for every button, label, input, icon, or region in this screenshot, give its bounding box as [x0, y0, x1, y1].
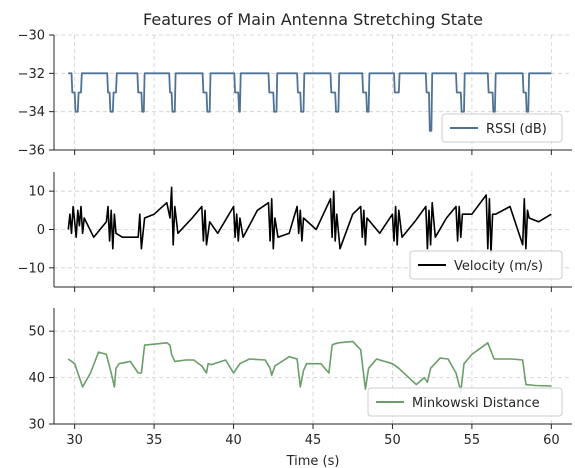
rssi-axes: −30 −32 −34 −36	[18, 29, 572, 159]
minkowski-ytick-label: 30	[28, 418, 45, 433]
velocity-axes: 10 0 −10	[18, 172, 572, 292]
rssi-ytick-label: −36	[18, 144, 45, 159]
velocity-ytick-label: −10	[18, 261, 45, 276]
minkowski-legend-box	[367, 387, 563, 417]
rssi-ytick-label: −32	[18, 67, 45, 82]
xtick-label: 40	[225, 433, 242, 448]
xtick-label: 45	[305, 433, 322, 448]
velocity-panel: 10 0 −10 Velocity (m/s)	[18, 172, 572, 292]
minkowski-panel: 50 40 30 Minkowski Distance	[28, 308, 572, 433]
velocity-legend-box	[409, 250, 563, 280]
rssi-line	[68, 72, 552, 132]
velocity-ytick-label: 10	[28, 185, 45, 200]
rssi-legend-box	[441, 113, 563, 143]
velocity-legend-label: Velocity (m/s)	[454, 259, 543, 274]
velocity-line	[67, 186, 552, 254]
minkowski-ytick-label: 50	[28, 325, 45, 340]
xtick-label: 55	[464, 433, 481, 448]
velocity-ytick-label: 0	[37, 223, 45, 238]
rssi-ytick-label: −34	[18, 105, 45, 120]
minkowski-axes: 50 40 30	[28, 308, 572, 433]
velocity-legend: Velocity (m/s)	[409, 250, 563, 280]
minkowski-legend-label: Minkowski Distance	[412, 396, 540, 411]
minkowski-legend: Minkowski Distance	[367, 387, 563, 417]
rssi-panel: −30 −32 −34 −36 RSSI (dB)	[18, 29, 572, 159]
xtick-label: 60	[543, 433, 560, 448]
minkowski-series	[67, 340, 552, 393]
x-axis-label: Time (s)	[286, 454, 340, 468]
chart-title: Features of Main Antenna Stretching Stat…	[143, 10, 483, 29]
minkowski-line	[67, 340, 552, 393]
xtick-label: 30	[66, 433, 83, 448]
rssi-series	[68, 72, 552, 132]
rssi-legend: RSSI (dB)	[441, 113, 563, 143]
xtick-label: 50	[384, 433, 401, 448]
rssi-ytick-label: −30	[18, 29, 45, 44]
xtick-label: 35	[146, 433, 163, 448]
x-axis: 30 35 40 45 50 55 60	[66, 433, 559, 448]
rssi-legend-label: RSSI (dB)	[486, 122, 547, 137]
velocity-series	[67, 186, 552, 254]
minkowski-ytick-label: 40	[28, 371, 45, 386]
